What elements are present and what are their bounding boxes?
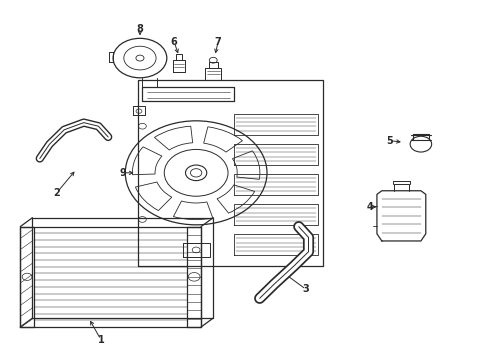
Text: 9: 9: [120, 168, 126, 178]
Text: 2: 2: [53, 188, 60, 198]
Text: 6: 6: [171, 37, 177, 47]
Text: 1: 1: [98, 334, 104, 345]
Text: 8: 8: [137, 24, 144, 35]
Text: 5: 5: [386, 136, 392, 145]
Text: 3: 3: [303, 284, 310, 294]
Text: 4: 4: [366, 202, 373, 212]
Text: 7: 7: [215, 37, 221, 47]
